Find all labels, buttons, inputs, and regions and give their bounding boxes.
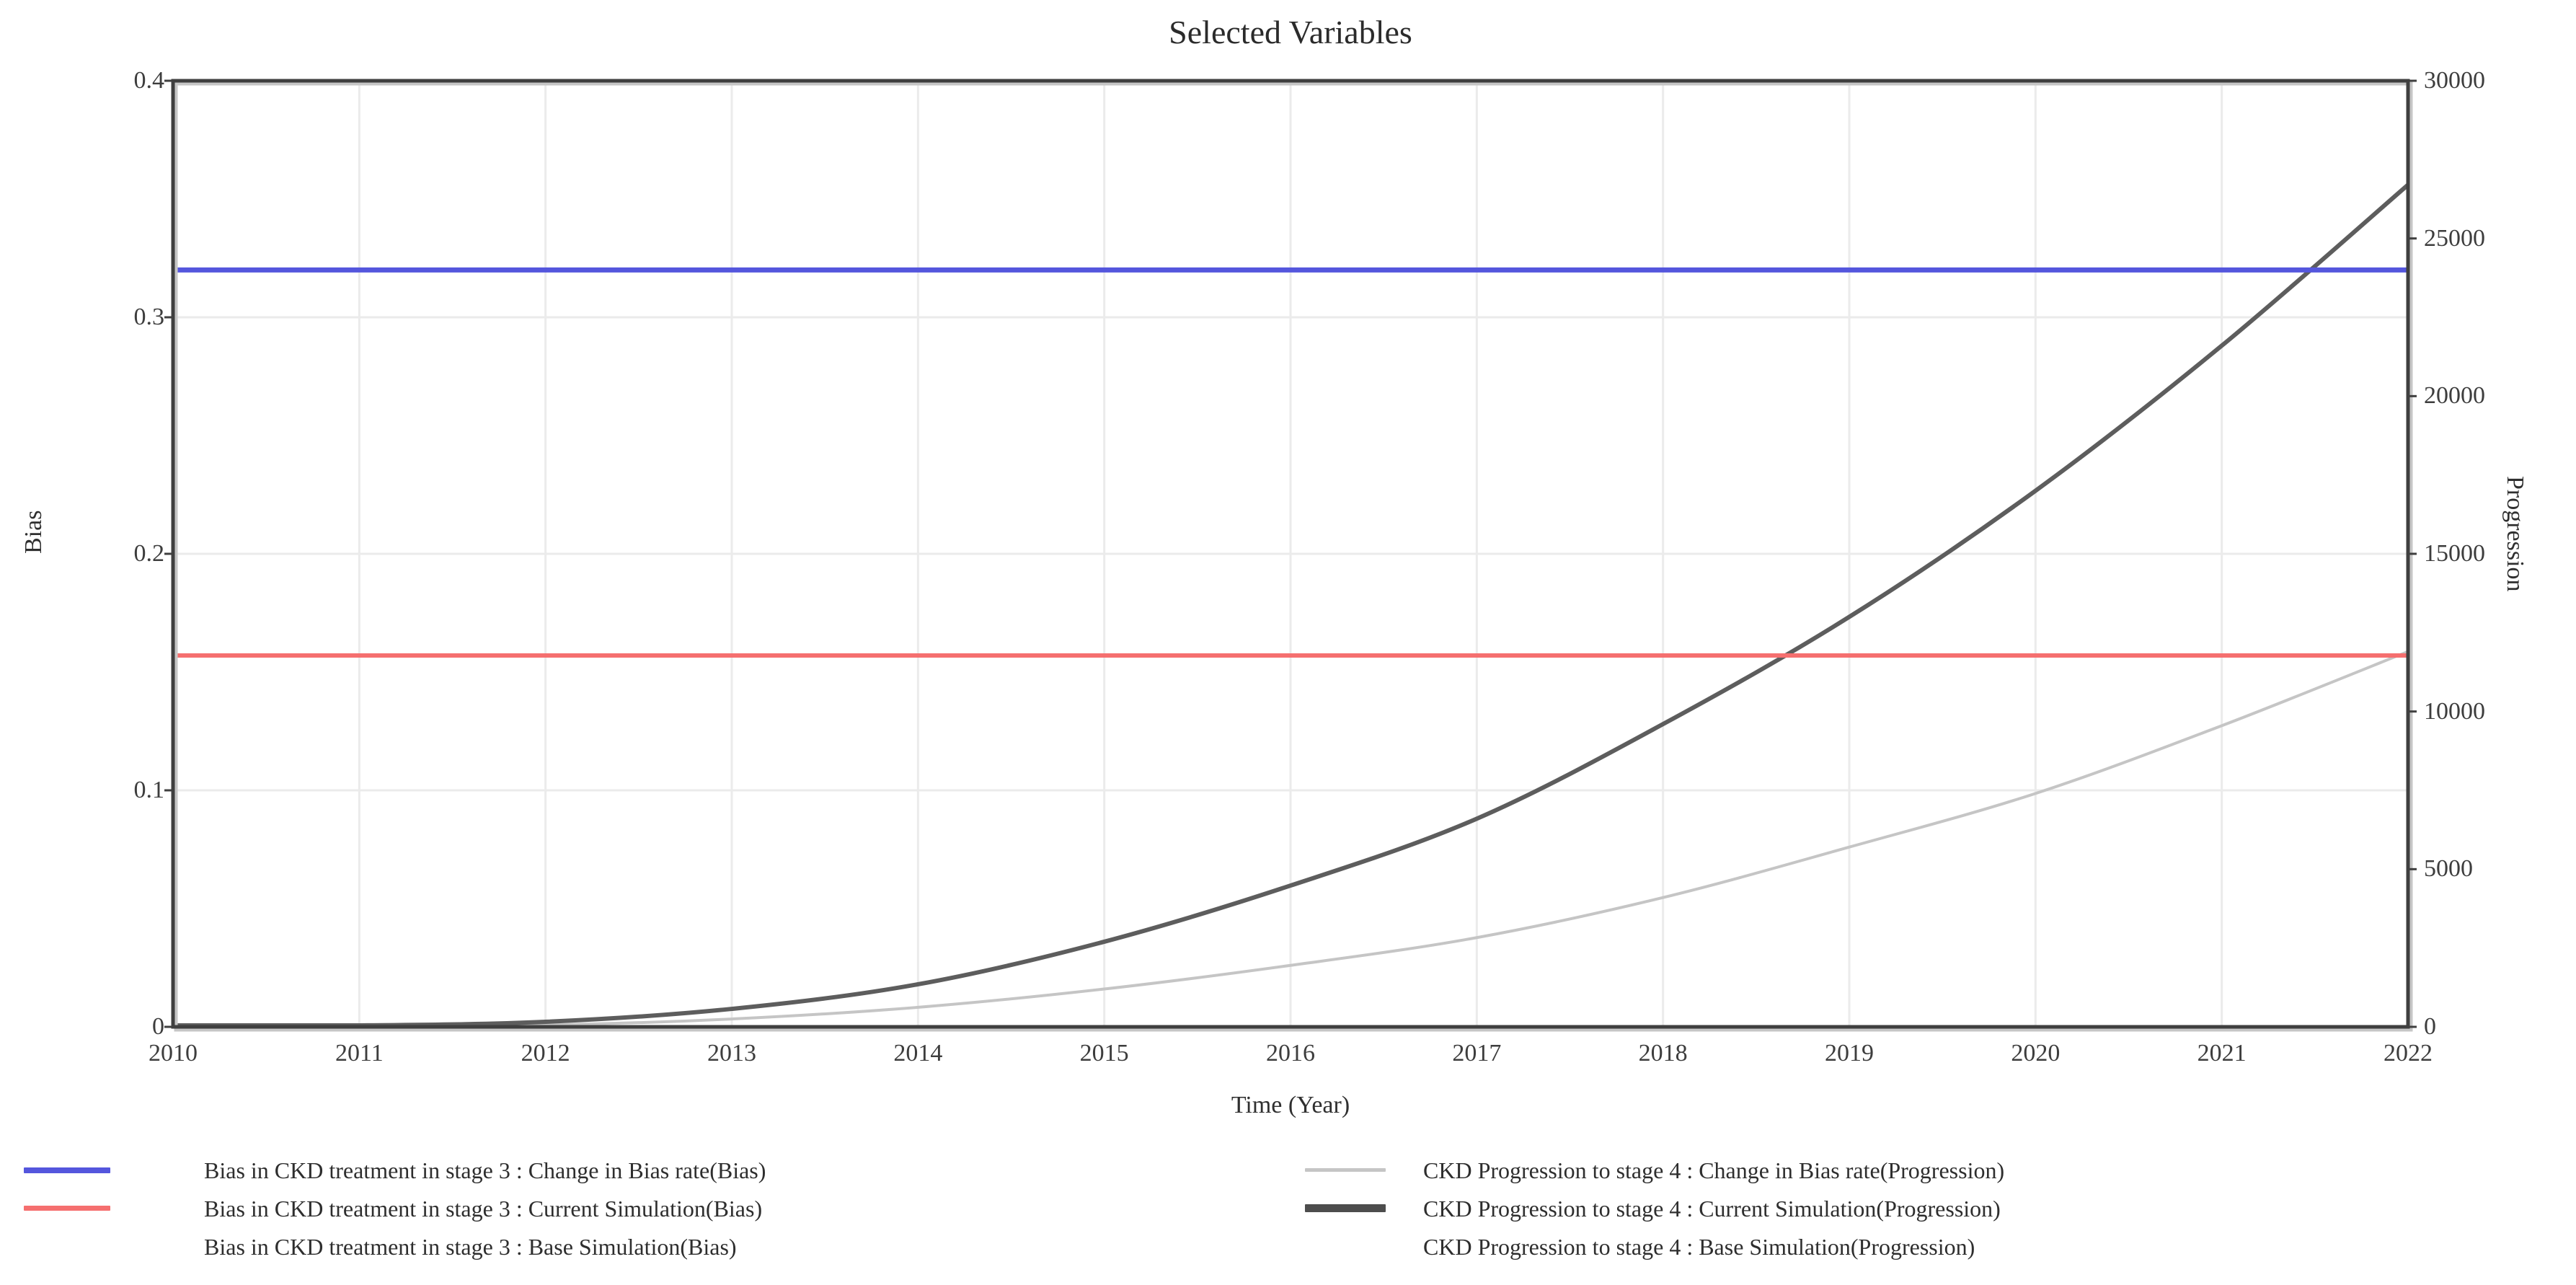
y-right-tick-label: 30000 <box>2424 67 2485 94</box>
x-tick-label: 2019 <box>1825 1040 1874 1067</box>
y-right-tick-label: 15000 <box>2424 540 2485 567</box>
series-line-3 <box>173 650 2409 1028</box>
x-tick-label: 2018 <box>1638 1040 1688 1067</box>
chart-title: Selected Variables <box>1169 14 1412 50</box>
legend-line-sample <box>1305 1168 1423 1172</box>
legend-line-gray-thick <box>1305 1204 1386 1212</box>
legend-item: Bias in CKD treatment in stage 3 : Curre… <box>24 1189 766 1227</box>
x-tick-label: 2011 <box>335 1040 384 1067</box>
legend-line-red <box>24 1206 110 1211</box>
legend-item-label: Bias in CKD treatment in stage 3 : Chang… <box>204 1157 766 1183</box>
y-axis-left-title: Bias <box>20 510 47 554</box>
x-tick-label: 2017 <box>1452 1040 1502 1067</box>
y-left-tick-label: 0 <box>152 1013 164 1040</box>
legend-item-label: CKD Progression to stage 4 : Base Simula… <box>1423 1233 1975 1260</box>
legend-item-label: Bias in CKD treatment in stage 3 : Curre… <box>204 1195 763 1222</box>
legend-line-gray-thin <box>1305 1168 1386 1172</box>
legend-line-sample <box>1305 1204 1423 1212</box>
y-right-tick-label: 20000 <box>2424 382 2485 410</box>
y-right-tick-label: 10000 <box>2424 697 2485 725</box>
y-right-tick-label: 0 <box>2424 1013 2436 1040</box>
y-left-tick-label: 0.1 <box>133 777 165 803</box>
legend-item: CKD Progression to stage 4 : Current Sim… <box>1305 1189 2004 1227</box>
x-tick-label: 2010 <box>149 1040 198 1067</box>
x-tick-label: 2016 <box>1266 1040 1315 1067</box>
legend-item: CKD Progression to stage 4 : Change in B… <box>1305 1151 2004 1189</box>
y-left-tick-label: 0.4 <box>133 67 165 94</box>
x-tick-label: 2012 <box>521 1040 570 1067</box>
y-left-tick-label: 0.3 <box>133 304 165 330</box>
legend-item-label: CKD Progression to stage 4 : Change in B… <box>1423 1157 2005 1183</box>
legend-line-blue <box>24 1167 110 1173</box>
x-axis-title: Time (Year) <box>1231 1092 1350 1118</box>
legend-line-sample <box>24 1206 204 1211</box>
x-tick-label: 2013 <box>707 1040 756 1067</box>
x-tick-label: 2020 <box>2011 1040 2061 1067</box>
x-tick-label: 2022 <box>2384 1040 2433 1067</box>
plot-frame-shadow <box>174 81 2413 1032</box>
legend-line-sample <box>24 1167 204 1173</box>
x-tick-label: 2021 <box>2197 1040 2247 1067</box>
legend-column-bias: Bias in CKD treatment in stage 3 : Chang… <box>24 1151 766 1266</box>
legend-item-label: Bias in CKD treatment in stage 3 : Base … <box>204 1233 737 1260</box>
legend-item-label: CKD Progression to stage 4 : Current Sim… <box>1423 1195 2001 1222</box>
y-axis-right-title: Progression <box>2502 476 2528 592</box>
y-right-tick-label: 5000 <box>2424 855 2473 883</box>
legend-column-progression: CKD Progression to stage 4 : Change in B… <box>1305 1151 2004 1266</box>
legend-item: CKD Progression to stage 4 : Base Simula… <box>1305 1227 2004 1266</box>
legend-item: Bias in CKD treatment in stage 3 : Chang… <box>24 1151 766 1189</box>
x-tick-label: 2014 <box>893 1040 943 1067</box>
series-line-4 <box>173 183 2409 1028</box>
x-tick-label: 2015 <box>1079 1040 1129 1067</box>
y-right-tick-label: 25000 <box>2424 224 2485 252</box>
y-left-tick-label: 0.2 <box>133 540 165 567</box>
legend-item: Bias in CKD treatment in stage 3 : Base … <box>24 1227 766 1266</box>
